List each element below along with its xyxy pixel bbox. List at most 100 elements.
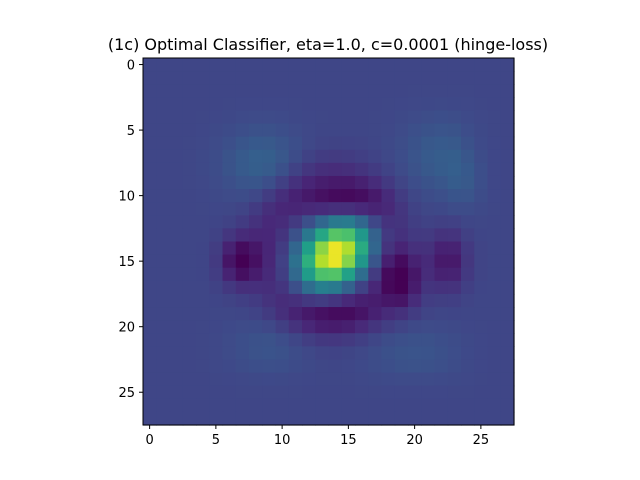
- heatmap-cell: [275, 175, 290, 190]
- heatmap-cell: [262, 149, 277, 164]
- heatmap-cell: [288, 84, 303, 98]
- heatmap-cell: [315, 84, 330, 98]
- heatmap-cell: [196, 202, 210, 216]
- heatmap-cell: [500, 280, 515, 295]
- heatmap-cell: [315, 293, 330, 308]
- heatmap-cell: [222, 307, 237, 321]
- heatmap-cell: [500, 149, 515, 164]
- heatmap-cell: [235, 320, 250, 334]
- heatmap-cell: [447, 333, 462, 347]
- heatmap-cell: [355, 123, 369, 138]
- heatmap-cell: [434, 385, 449, 400]
- heatmap-cell: [182, 280, 197, 295]
- heatmap-cell: [341, 162, 356, 177]
- heatmap-cell: [262, 241, 277, 256]
- heatmap-cell: [381, 254, 396, 269]
- heatmap-cell: [262, 398, 277, 413]
- heatmap-cell: [249, 333, 263, 347]
- heatmap-cell: [143, 359, 157, 374]
- heatmap-cell: [368, 58, 383, 72]
- heatmap-cell: [235, 162, 250, 177]
- heatmap-cell: [447, 241, 462, 256]
- heatmap-cell: [500, 175, 515, 190]
- heatmap-cell: [461, 241, 475, 256]
- heatmap-cell: [474, 215, 489, 229]
- heatmap-cell: [156, 411, 171, 426]
- heatmap-cell: [461, 215, 475, 229]
- heatmap-cell: [421, 293, 436, 308]
- heatmap-cell: [474, 241, 489, 256]
- heatmap-cell: [262, 202, 277, 216]
- heatmap-cell: [182, 254, 197, 269]
- heatmap-cell: [169, 202, 184, 216]
- heatmap-cell: [394, 123, 409, 138]
- heatmap-cell: [394, 280, 409, 295]
- y-tick-label: 5: [127, 124, 135, 139]
- heatmap-cell: [302, 228, 316, 243]
- heatmap-cell: [262, 411, 277, 426]
- heatmap-cell: [394, 333, 409, 347]
- heatmap-cell: [288, 320, 303, 334]
- heatmap-cell: [156, 110, 171, 125]
- heatmap-cell: [434, 123, 449, 138]
- heatmap-cell: [143, 398, 157, 413]
- heatmap-cell: [355, 385, 369, 400]
- heatmap-cell: [235, 333, 250, 347]
- heatmap-cell: [461, 333, 475, 347]
- heatmap-cell: [143, 267, 157, 282]
- heatmap-cell: [355, 293, 369, 308]
- heatmap-cell: [288, 202, 303, 216]
- x-tick-label: 20: [406, 433, 423, 448]
- heatmap-cell: [394, 254, 409, 269]
- heatmap-cell: [381, 84, 396, 98]
- heatmap-cell: [487, 333, 502, 347]
- heatmap-cell: [275, 385, 290, 400]
- heatmap-cell: [434, 320, 449, 334]
- heatmap-cell: [500, 228, 515, 243]
- heatmap-cell: [249, 307, 263, 321]
- heatmap-cell: [222, 346, 237, 361]
- heatmap-cell: [249, 162, 263, 177]
- heatmap-cell: [222, 175, 237, 190]
- heatmap-cell: [381, 280, 396, 295]
- heatmap-cell: [421, 215, 436, 229]
- heatmap-cell: [408, 162, 422, 177]
- heatmap-cell: [222, 202, 237, 216]
- heatmap-cell: [156, 346, 171, 361]
- heatmap-cell: [288, 241, 303, 256]
- heatmap-cell: [262, 136, 277, 151]
- heatmap-cell: [222, 228, 237, 243]
- heatmap-cell: [487, 123, 502, 138]
- heatmap-cell: [249, 58, 263, 72]
- heatmap-cell: [474, 307, 489, 321]
- heatmap-cell: [209, 254, 224, 269]
- heatmap-cell: [355, 346, 369, 361]
- heatmap-cell: [447, 254, 462, 269]
- heatmap-cell: [381, 346, 396, 361]
- heatmap-cell: [275, 320, 290, 334]
- heatmap-cell: [143, 215, 157, 229]
- heatmap-cell: [447, 267, 462, 282]
- heatmap-cell: [275, 215, 290, 229]
- heatmap-cell: [341, 333, 356, 347]
- heatmap-cell: [394, 215, 409, 229]
- heatmap-cell: [368, 254, 383, 269]
- heatmap-cell: [315, 58, 330, 72]
- heatmap-cell: [209, 189, 224, 203]
- heatmap-cell: [341, 267, 356, 282]
- heatmap-cell: [408, 215, 422, 229]
- heatmap-cell: [315, 136, 330, 151]
- heatmap-cell: [156, 267, 171, 282]
- heatmap-cell: [209, 307, 224, 321]
- heatmap-cell: [156, 202, 171, 216]
- heatmap-cell: [368, 202, 383, 216]
- heatmap-cell: [487, 307, 502, 321]
- heatmap-cell: [355, 267, 369, 282]
- heatmap-cell: [341, 110, 356, 125]
- heatmap-cell: [249, 215, 263, 229]
- heatmap-cell: [249, 97, 263, 112]
- heatmap-cell: [182, 136, 197, 151]
- heatmap-cell: [328, 398, 343, 413]
- heatmap-cell: [487, 293, 502, 308]
- heatmap-cell: [487, 162, 502, 177]
